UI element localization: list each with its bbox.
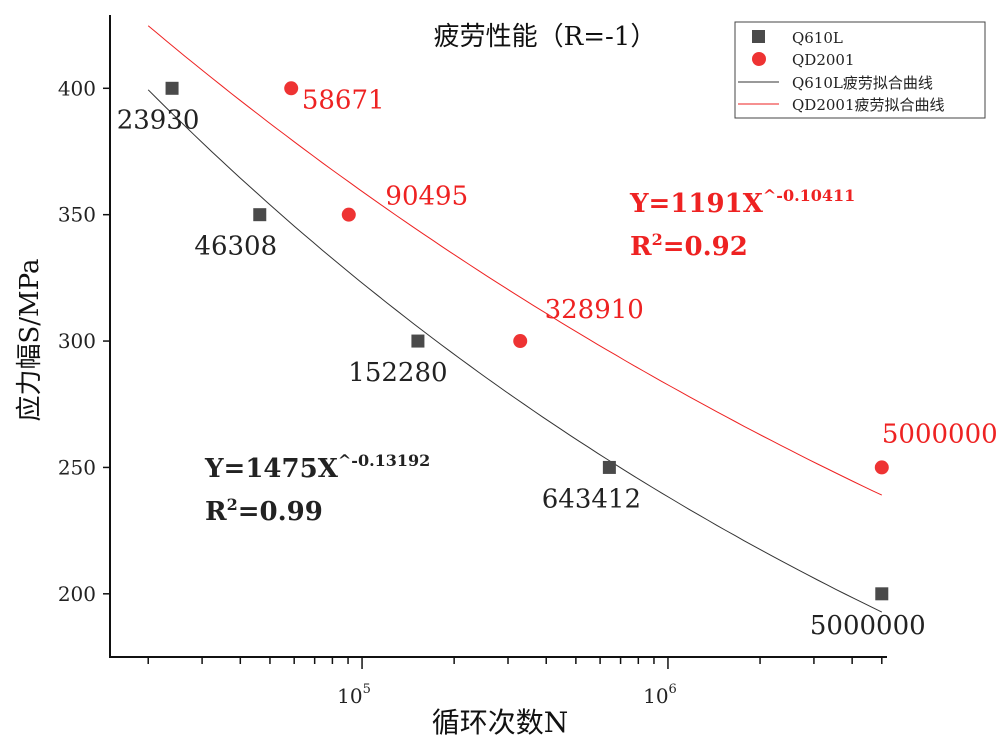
qd2001-fit-curve xyxy=(147,25,883,496)
x-tick-label: 106 xyxy=(643,682,677,708)
data-label: 643412 xyxy=(542,484,641,514)
y-tick-label: 400 xyxy=(58,76,96,100)
legend-label-qd2001: QD2001 xyxy=(792,51,855,69)
legend-square-marker xyxy=(752,30,765,43)
qd2001-point xyxy=(874,460,889,475)
x-axis-label: 循环次数N xyxy=(432,706,569,739)
q610l-fit-curve xyxy=(147,89,883,613)
y-axis-label: 应力幅S/MPa xyxy=(15,258,45,421)
legend-label-q610l-fit: Q610L疲劳拟合曲线 xyxy=(792,74,933,92)
data-label: 5000000 xyxy=(810,611,926,641)
plot-marks: 23930 46308 152280 643412 5000000 58671 90495 3… xyxy=(117,25,998,641)
y-tick-label: 300 xyxy=(58,329,96,353)
svg-text:Y=1475X^-0.13192: Y=1475X^-0.13192 xyxy=(204,451,430,484)
data-label: 328910 xyxy=(545,295,644,325)
eq-main: Y=1191X xyxy=(629,189,764,219)
r2-prefix: R xyxy=(205,497,227,527)
y-tick-label: 250 xyxy=(58,455,96,479)
qd2001-fit-equation: Y=1191X^-0.10411 R2=0.92 xyxy=(629,186,855,262)
data-label: 46308 xyxy=(194,232,277,262)
eq-main: Y=1475X xyxy=(204,454,339,484)
axes: 200 250 300 350 400 105 106 xyxy=(58,15,887,708)
qd2001-point xyxy=(341,207,356,222)
y-tick-label: 350 xyxy=(58,203,96,227)
svg-text:R2=0.92: R2=0.92 xyxy=(630,230,748,262)
q610l-fit-equation: Y=1475X^-0.13192 R2=0.99 xyxy=(204,451,430,527)
data-label: 58671 xyxy=(302,85,385,115)
qd2001-point xyxy=(513,334,528,349)
legend-circle-marker xyxy=(752,52,766,66)
legend-label-q610l: Q610L xyxy=(792,29,843,47)
r2-sup: 2 xyxy=(652,230,663,249)
legend-box xyxy=(734,21,986,119)
eq-exponent: ^-0.10411 xyxy=(763,186,855,205)
q610l-point xyxy=(875,587,889,601)
svg-text:Y=1191X^-0.10411: Y=1191X^-0.10411 xyxy=(629,186,855,219)
r2-value: =0.92 xyxy=(663,232,748,262)
q610l-point xyxy=(165,81,179,95)
r2-sup: 2 xyxy=(227,495,238,514)
legend: Q610L QD2001 Q610L疲劳拟合曲线 QD2001疲劳拟合曲线 xyxy=(734,21,986,119)
chart-title: 疲劳性能（R=-1） xyxy=(434,22,657,52)
data-label: 152280 xyxy=(348,358,447,388)
x-tick-label: 105 xyxy=(337,682,371,708)
data-label: 90495 xyxy=(385,182,468,212)
q610l-point xyxy=(253,208,267,222)
data-label: 23930 xyxy=(117,105,200,135)
q610l-point xyxy=(602,460,616,474)
eq-exponent: ^-0.13192 xyxy=(338,451,430,470)
legend-label-qd2001-fit: QD2001疲劳拟合曲线 xyxy=(792,96,945,114)
svg-text:R2=0.99: R2=0.99 xyxy=(205,495,323,527)
qd2001-point xyxy=(284,81,299,96)
data-label: 5000000 xyxy=(882,419,998,449)
r2-value: =0.99 xyxy=(238,497,323,527)
q610l-point xyxy=(411,334,425,348)
y-tick-label: 200 xyxy=(58,582,96,606)
r2-prefix: R xyxy=(630,232,652,262)
